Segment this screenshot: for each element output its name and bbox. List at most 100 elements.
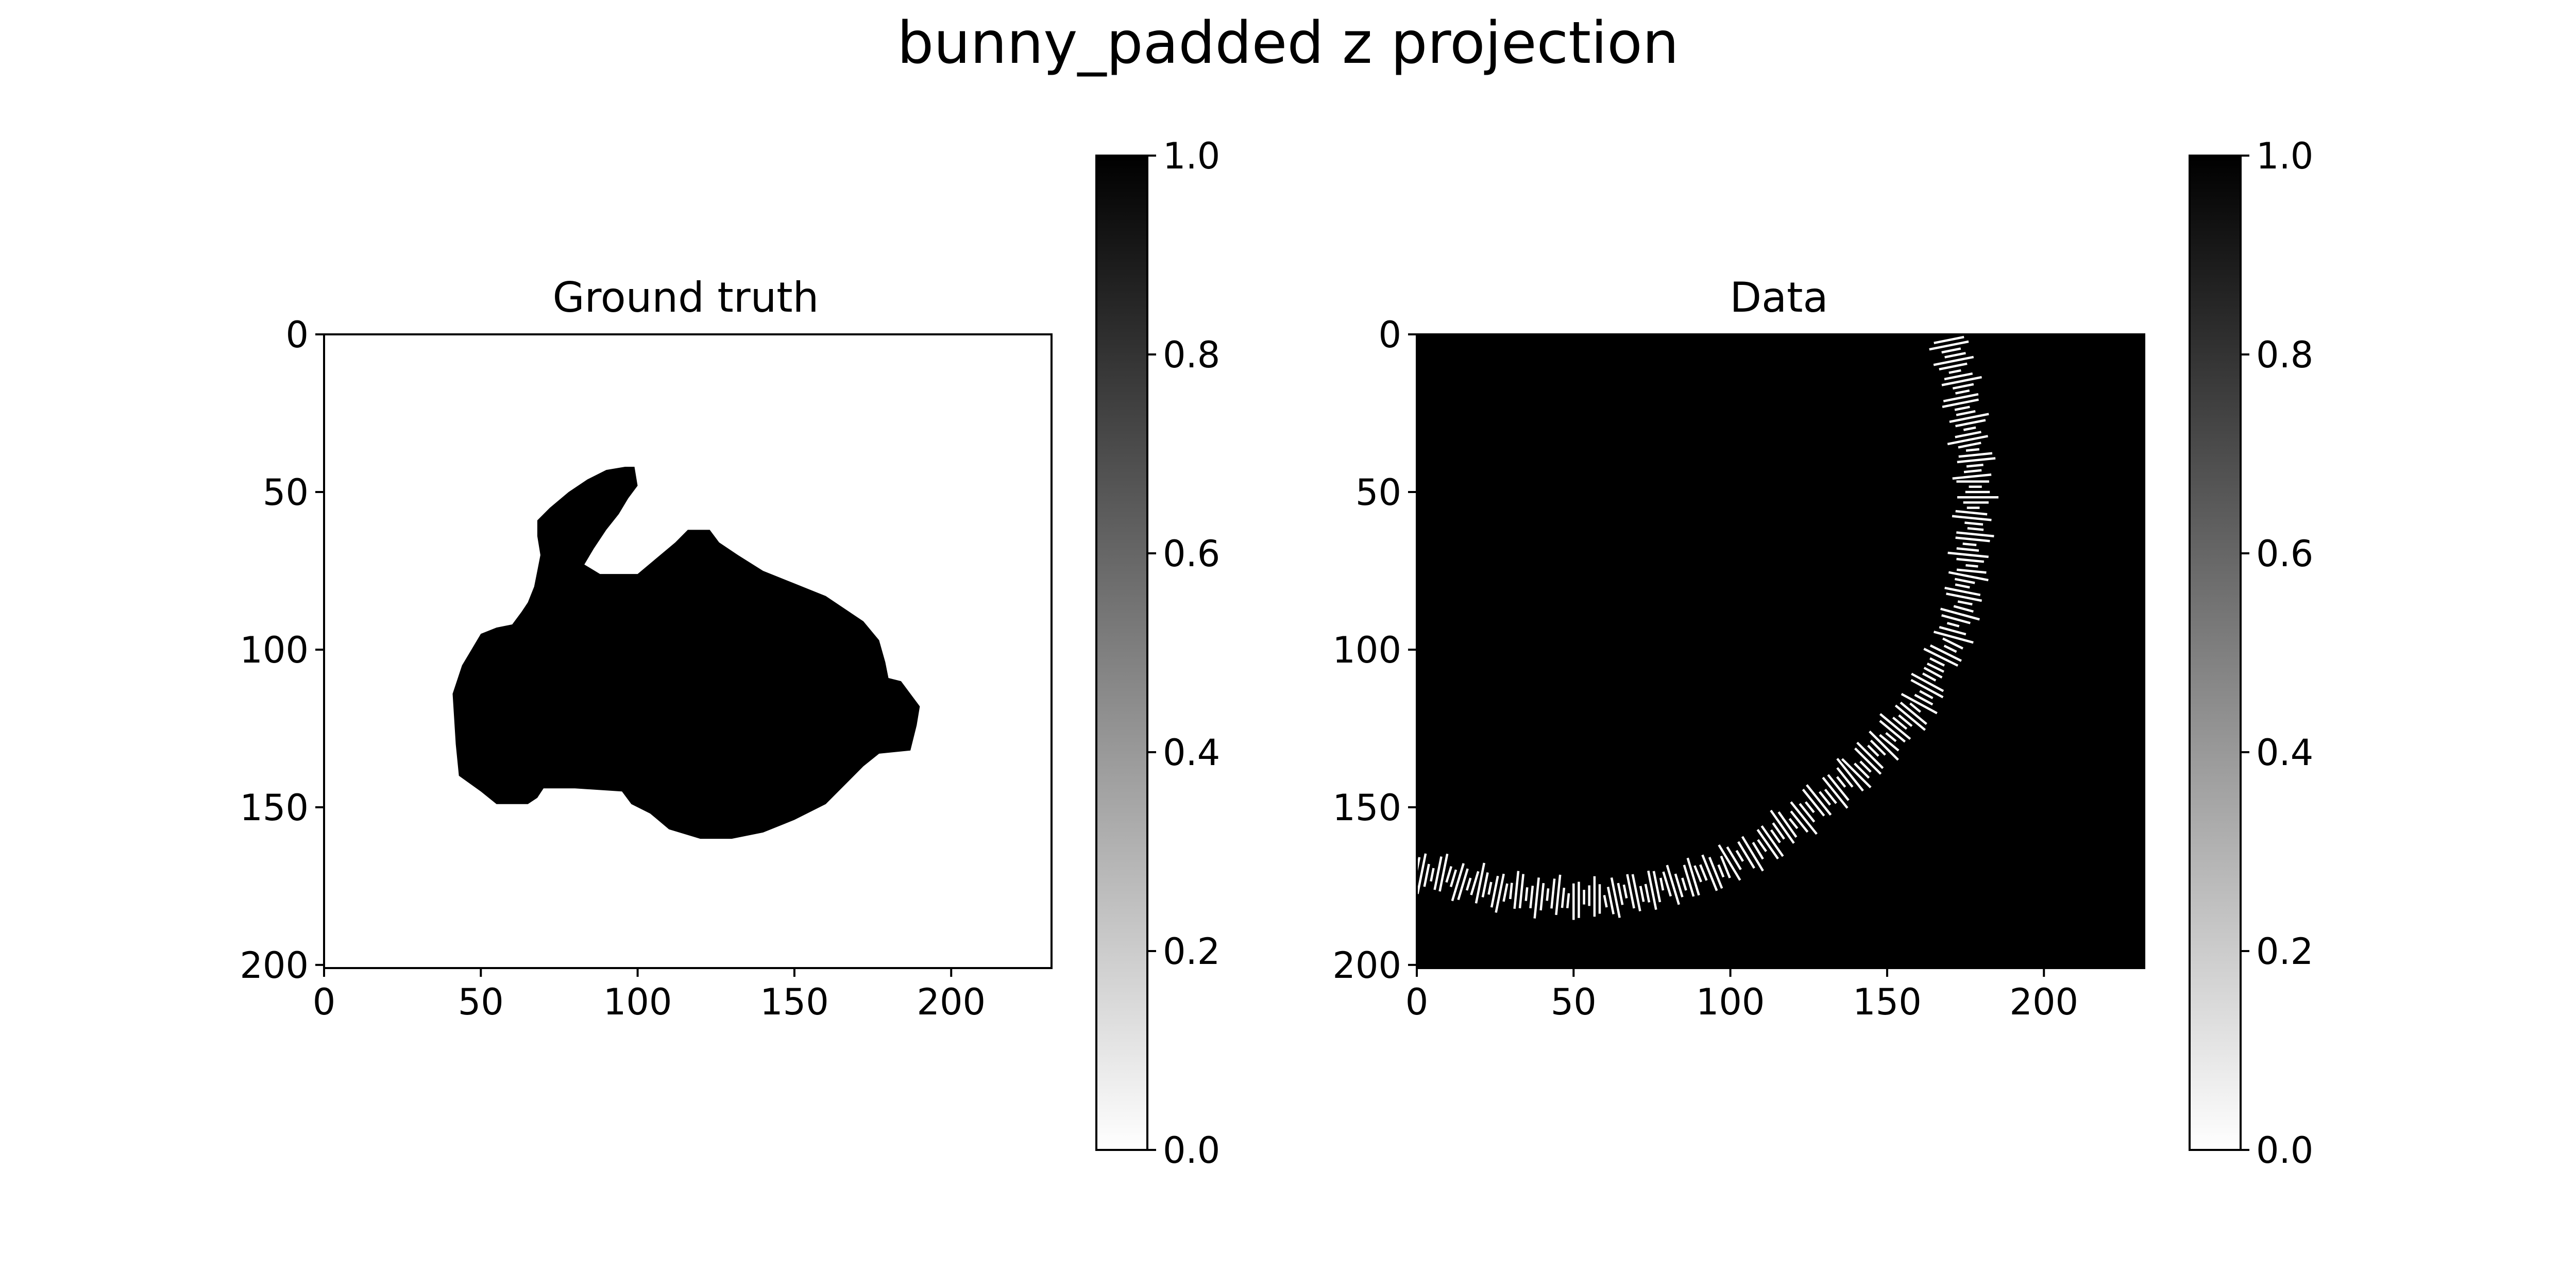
arc-streak [1949,413,1989,423]
arc-streak [1465,877,1472,891]
arc-streak [1941,347,1961,354]
arc-streak [1941,376,1982,386]
arc-streak [1674,873,1684,897]
arc-streak [1502,883,1509,902]
y-tick-label: 50 [263,471,309,514]
arc-streak [1529,886,1534,909]
arc-streak [1546,888,1550,901]
arc-streak [1947,435,1988,446]
arc-streak [1955,510,1988,516]
data-image-background [1417,334,2144,968]
arc-streak [1760,825,1784,857]
arc-streak [1788,818,1799,829]
y-tick-label: 200 [240,944,309,987]
arc-streak [1433,856,1443,890]
arc-streak [1910,679,1944,699]
arc-streak [1948,571,1989,582]
arc-streak [1879,734,1900,752]
arc-streak [1933,631,1974,644]
arc-streak [1693,865,1702,883]
arc-streak [1662,871,1672,897]
arc-streak [1898,714,1913,727]
arc-streak [1923,648,1959,667]
arc-streak [1956,568,1987,574]
arc-streak [1438,853,1449,892]
arc-streak [1965,448,1980,452]
arc-streak [1683,865,1695,897]
arc-streak [1631,874,1641,912]
arc-streak [1449,869,1458,887]
y-tick-label: 200 [1332,944,1401,987]
arc-streak [1966,463,1984,468]
arc-streak [1879,713,1911,740]
arc-streak [1869,731,1899,761]
arc-streak [1929,657,1945,667]
arc-streak [1490,875,1499,908]
arc-streak [1652,871,1662,903]
colorbar-tick-label: 0.4 [1163,732,1220,774]
arc-streak [1804,801,1815,814]
ground-truth-colorbar [1095,155,1148,1151]
arc-streak [1854,747,1882,775]
x-tick-label: 100 [603,981,672,1023]
arc-streak [1720,855,1731,878]
y-tick-label: 50 [1355,471,1401,514]
x-tick-label: 0 [1405,981,1429,1023]
arc-streak [1770,809,1795,844]
arc-streak [1617,883,1624,905]
arc-streak [1561,887,1566,908]
colorbar-tick-label: 0.2 [2256,930,2313,973]
arc-streak [1933,355,1974,366]
arc-streak [1726,846,1742,870]
arc-streak [1622,884,1628,899]
arc-streak [1942,637,1963,650]
data-axes-frame [1416,333,2145,969]
arc-streak [1944,352,1966,359]
arc-streak [1955,419,1986,428]
arc-streak [1686,857,1700,896]
ground-truth-panel: Ground truth 0 50 100 150 2000501001502000.0… [240,135,1220,1172]
arc-streak [1737,841,1755,869]
y-tick-label: 150 [240,787,309,829]
arc-streak [1566,893,1570,908]
arc-streak [1475,862,1486,904]
arc-streak [1417,857,1421,876]
arc-streak [1550,878,1556,909]
arc-streak [1946,592,1982,602]
arc-streak [1822,776,1849,809]
arc-streak [1894,704,1926,731]
x-tick-label: 0 [313,981,336,1023]
colorbar-tick-label: 0.4 [2256,732,2313,774]
y-tick-label: 0 [285,314,309,356]
arc-streak [1901,693,1938,715]
arc-streak [1772,822,1785,840]
arc-streak [1524,887,1529,901]
arc-streak [1423,863,1430,887]
data-axes-title: Data [1730,274,1828,321]
arc-streak [1451,863,1465,902]
arc-streak [1756,829,1779,860]
colorbar-tick-label: 0.8 [1163,334,1220,376]
arc-streak [1947,551,1989,558]
arc-streak [1735,850,1744,862]
y-tick-label: 0 [1378,314,1401,356]
arc-streak [1644,884,1651,903]
arc-streak [1923,667,1943,679]
arc-streak [1941,614,1971,624]
arc-band [1417,335,1998,920]
arc-streak [1956,557,1985,563]
arc-streak [1942,398,1979,409]
arc-streak [1699,864,1708,881]
arc-streak [1681,877,1687,891]
arc-streak [1919,690,1934,700]
arc-streak [1885,732,1897,742]
arc-streak [1952,515,1992,521]
arc-streak [1929,340,1969,351]
x-tick-label: 150 [1853,981,1922,1023]
arc-streak [1717,864,1725,878]
y-tick-label: 150 [1332,787,1401,829]
arc-streak [1533,877,1540,919]
colorbar-tick-label: 0.2 [1163,930,1220,973]
arc-streak [1953,605,1974,613]
